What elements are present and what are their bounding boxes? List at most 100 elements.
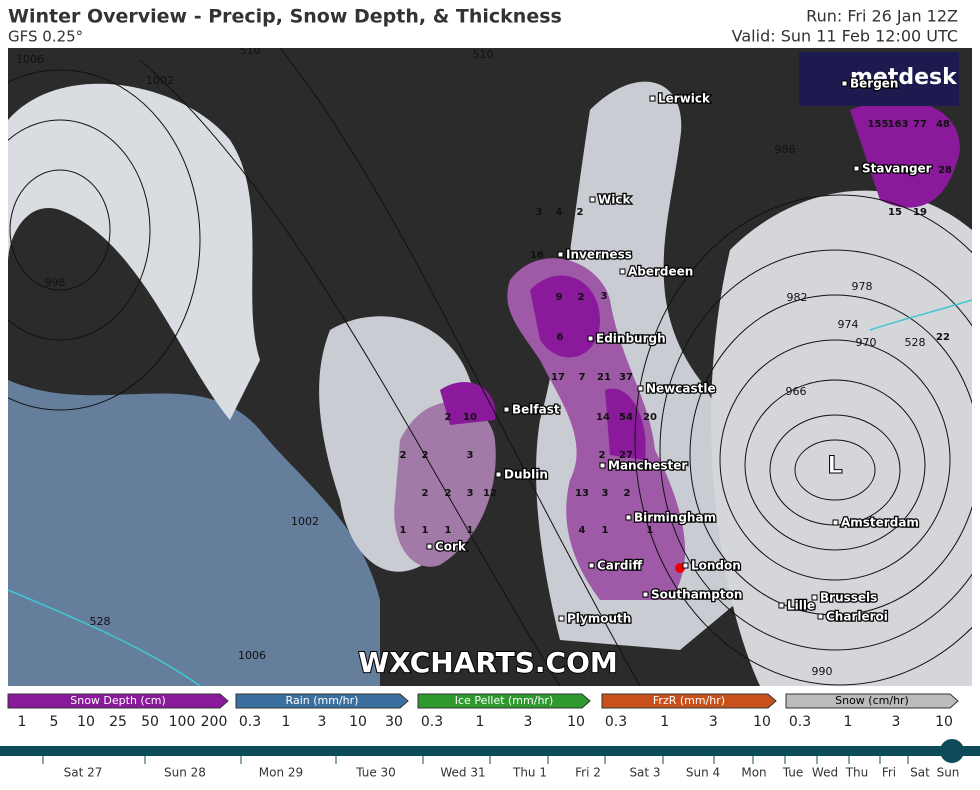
snow-depth-label: 1 — [400, 525, 407, 536]
legend-bar — [785, 693, 959, 709]
snow-depth-label: 4 — [556, 207, 563, 218]
snow-depth-label: 12 — [483, 488, 497, 499]
isobar-label: 974 — [838, 318, 859, 331]
isobar-label: 966 — [786, 385, 807, 398]
snow-depth-label: 2 — [599, 450, 606, 461]
legend-tick: 10 — [753, 714, 771, 730]
isobar-label: 528 — [90, 615, 111, 628]
snow-depth-label: 13 — [575, 488, 589, 499]
city-dot — [557, 251, 564, 258]
city-dot — [588, 562, 595, 569]
legend-tick: 1 — [660, 714, 669, 730]
legend-bar — [417, 693, 591, 709]
snow-depth-label: 163 — [888, 119, 909, 130]
city-label: Brussels — [820, 591, 877, 605]
snow-depth-label: 21 — [597, 372, 611, 383]
timeline-label[interactable]: Mon 29 — [259, 766, 303, 780]
valid: Valid: Sun 11 Feb 12:00 UTC — [732, 27, 958, 46]
model: GFS 0.25° — [8, 28, 83, 46]
snow-depth-label: 10 — [463, 412, 477, 423]
city-label: Aberdeen — [628, 265, 693, 279]
snow-depth-label: 1 — [422, 525, 429, 536]
isobar-label: 986 — [775, 143, 796, 156]
snow-depth-label: 1 — [602, 525, 609, 536]
snow-depth-label: 1 — [647, 525, 654, 536]
snow-depth-label: 3 — [602, 488, 609, 499]
legend-tick: 1 — [282, 714, 291, 730]
timeline-label[interactable]: Fri 2 — [575, 766, 601, 780]
legend-bar — [235, 693, 409, 709]
timeline-label[interactable]: Sun — [937, 766, 960, 780]
timeline-handle[interactable] — [940, 739, 964, 763]
timeline-label[interactable]: Sat 3 — [629, 766, 660, 780]
snow-depth-label: 1 — [445, 525, 452, 536]
timeline-label[interactable]: Thu — [845, 766, 869, 780]
thickness-line — [8, 299, 972, 686]
legend-bar — [7, 693, 229, 709]
legend-tick: 1 — [18, 714, 27, 730]
legend-tick: 25 — [109, 714, 127, 730]
watermark: WXCHARTS.COM — [358, 646, 618, 679]
city-label: Cork — [435, 540, 467, 554]
city-label: London — [691, 559, 741, 573]
snow-depth-label: 27 — [619, 450, 633, 461]
legend-tick: 200 — [201, 714, 228, 730]
timeline-label[interactable]: Sat — [910, 766, 930, 780]
snow-depth-ireland — [394, 402, 496, 567]
timeline-label[interactable]: Sun 28 — [164, 766, 206, 780]
city-dot — [587, 335, 594, 342]
timeline-label[interactable]: Sat 27 — [64, 766, 103, 780]
city-label: Newcastle — [646, 382, 716, 396]
legend-tick: 1 — [844, 714, 853, 730]
legend-title: Snow Depth (cm) — [70, 694, 166, 707]
isobar-label: 528 — [905, 336, 926, 349]
run: Run: Fri 26 Jan 12Z — [806, 7, 958, 26]
isobars — [8, 48, 972, 686]
city-label: Charleroi — [826, 610, 888, 624]
city-dot — [682, 562, 689, 569]
legend-tick: 30 — [385, 714, 403, 730]
isobar-label: 1006 — [16, 53, 44, 66]
legend-tick: 100 — [169, 714, 196, 730]
timeline-label[interactable]: Sun 4 — [686, 766, 720, 780]
city-dot — [637, 385, 644, 392]
legend-tick: 3 — [524, 714, 533, 730]
snow-depth-label: 4 — [579, 525, 586, 536]
city-label: Belfast — [512, 403, 560, 417]
snow-depth-label: 2 — [624, 488, 631, 499]
timeline-label[interactable]: Thu 1 — [512, 766, 547, 780]
snow-depth-label: 14 — [596, 412, 610, 423]
city-label: Lerwick — [658, 92, 711, 106]
legend-tick: 10 — [77, 714, 95, 730]
legend-tick: 1 — [476, 714, 485, 730]
isobar-label: 1002 — [291, 515, 319, 528]
timeline-label[interactable]: Wed 31 — [440, 766, 485, 780]
snow-area — [711, 190, 972, 686]
map: metdesk L WXCHARTS.COM Lerwick Wick Invern… — [8, 48, 972, 686]
timeline-label[interactable]: Mon — [741, 766, 766, 780]
city-label: Wick — [598, 193, 631, 207]
city-dot — [426, 543, 433, 550]
snow-depth-label: 155 — [868, 119, 889, 130]
legend-tick: 10 — [567, 714, 585, 730]
legend-title: Rain (mm/hr) — [286, 694, 359, 707]
timeline-label[interactable]: Tue — [782, 766, 804, 780]
snow-depth-label: 77 — [913, 119, 927, 130]
snow-depth-label: 22 — [936, 332, 950, 343]
city-label: Edinburgh — [596, 332, 666, 346]
logo-box — [799, 52, 959, 106]
city-dot — [558, 615, 565, 622]
timeline-label[interactable]: Tue 30 — [355, 766, 396, 780]
city-dot — [589, 196, 596, 203]
legend-bar — [601, 693, 777, 709]
timeline-label[interactable]: Wed — [812, 766, 838, 780]
snow-depth-label: 6 — [557, 332, 564, 343]
legend-tick: 10 — [349, 714, 367, 730]
legend-tick: 0.3 — [421, 714, 443, 730]
rain-area — [8, 380, 380, 686]
city-dot — [599, 462, 606, 469]
timeline-label[interactable]: Fri — [882, 766, 896, 780]
legend-title: Ice Pellet (mm/hr) — [455, 694, 553, 707]
snow-depth-label: 2 — [578, 292, 585, 303]
